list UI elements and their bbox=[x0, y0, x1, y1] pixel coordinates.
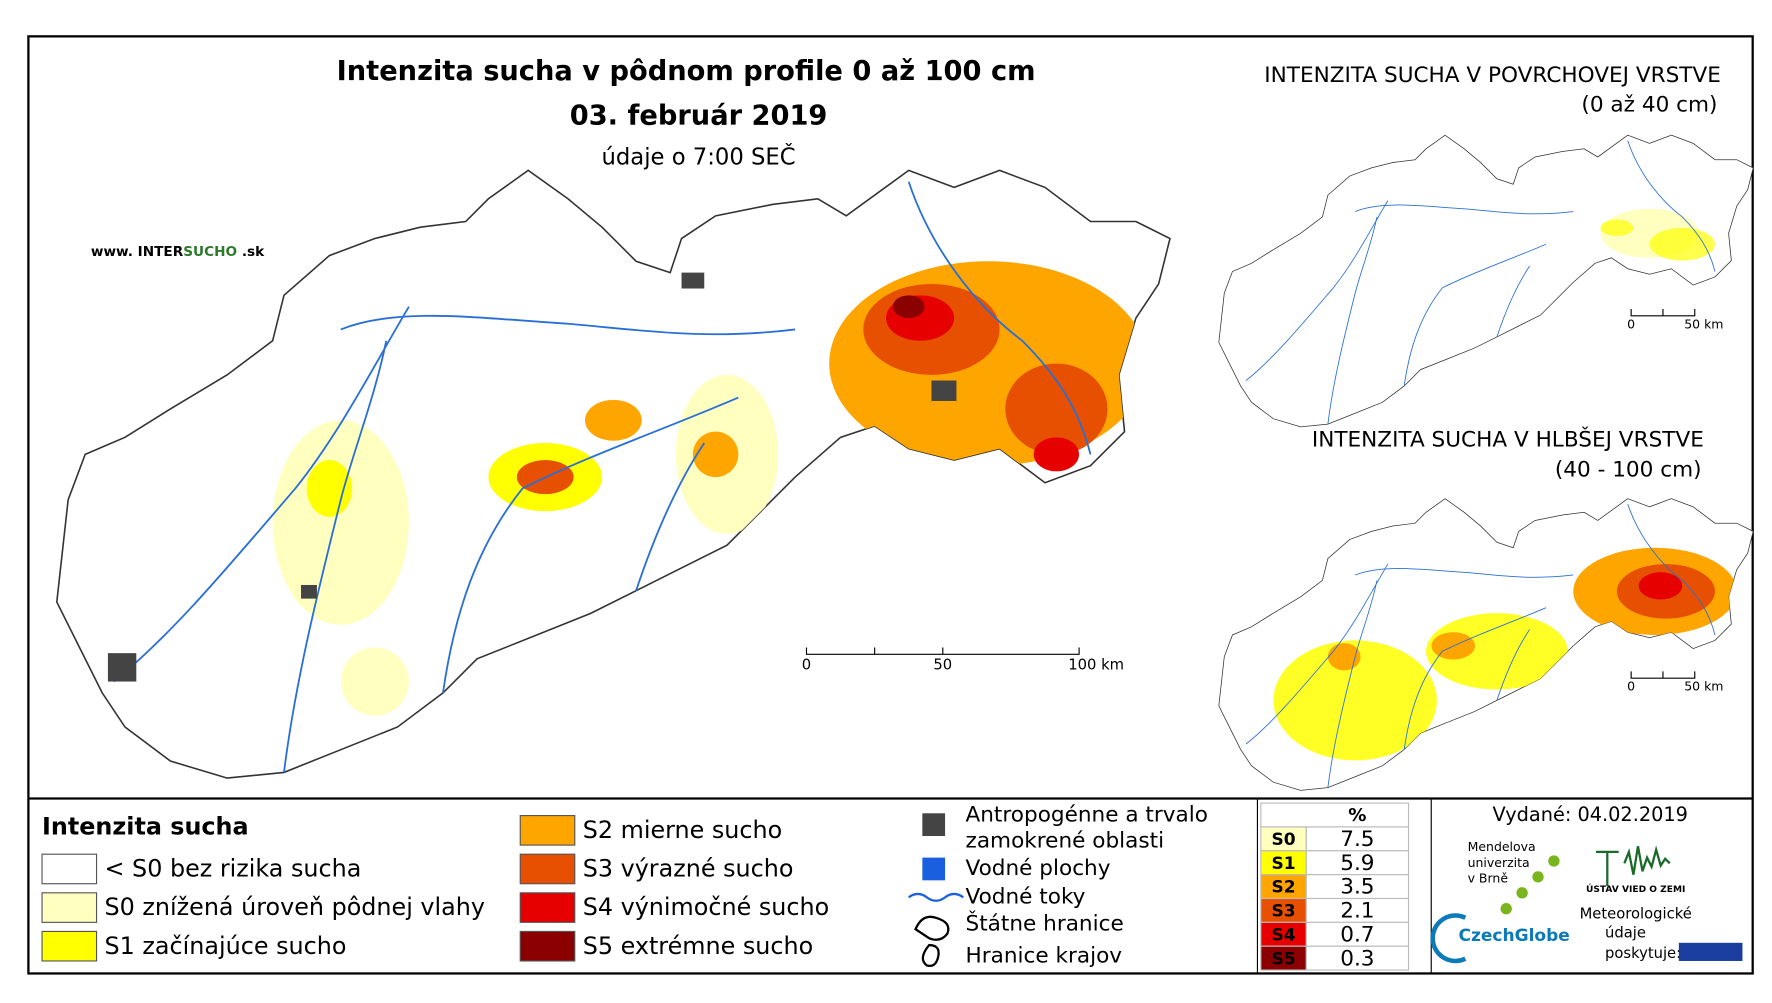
legend-classes: < S0 bez rizika sucha S0 znížená úroveň p… bbox=[41, 815, 829, 962]
drought-area bbox=[1005, 363, 1108, 455]
map-title: Intenzita sucha v pôdnom profile 0 až 10… bbox=[337, 56, 1036, 87]
logo-text: Mendelova bbox=[1468, 839, 1536, 854]
map-date: 03. február 2019 bbox=[570, 100, 828, 131]
drought-area bbox=[892, 295, 925, 319]
legend-label: zamokrené oblasti bbox=[966, 829, 1165, 854]
scale-label: 50 km bbox=[1684, 316, 1723, 331]
legend-swatch bbox=[41, 930, 98, 962]
legend-label: S0 znížená úroveň pôdnej vlahy bbox=[105, 893, 486, 921]
scale-bar bbox=[1630, 308, 1696, 317]
logo-text: CzechGlobe bbox=[1458, 926, 1569, 946]
legend-label: S1 začínajúce sucho bbox=[105, 932, 347, 960]
logo-text: ÚSTAV VIED O ZEMI bbox=[1586, 883, 1685, 895]
website: www. INTERSUCHO .sk bbox=[91, 244, 265, 260]
legend-swatch bbox=[519, 892, 576, 923]
table-percent: 5.9 bbox=[1340, 851, 1374, 876]
issued-date: Vydané: 04.02.2019 bbox=[1493, 803, 1688, 826]
inset-title: INTENZITA SUCHA V HLBŠEJ VRSTVE bbox=[1312, 427, 1704, 453]
legend-swatch bbox=[519, 930, 576, 962]
legend-label: < S0 bez rizika sucha bbox=[105, 855, 362, 883]
legend-swatch bbox=[41, 853, 98, 885]
drought-area bbox=[584, 399, 642, 441]
drought-area bbox=[1033, 437, 1080, 472]
legend-label: S5 extrémne sucho bbox=[583, 932, 813, 960]
scale-bar bbox=[805, 647, 1080, 655]
table-percent: 2.1 bbox=[1340, 899, 1374, 924]
legend-swatch bbox=[519, 815, 576, 846]
logo-text: univerzita bbox=[1468, 855, 1530, 870]
legend-label: S2 mierne sucho bbox=[583, 816, 783, 844]
inset-subtitle: (40 - 100 cm) bbox=[1555, 457, 1702, 482]
legend-label: S3 výrazné sucho bbox=[583, 855, 794, 883]
legend-swatch bbox=[41, 892, 98, 923]
website-part: SUCHO bbox=[183, 244, 237, 260]
inset-subtitle: (0 až 40 cm) bbox=[1581, 93, 1717, 118]
legend-label: Štátne hranice bbox=[966, 911, 1124, 937]
legend-title: Intenzita sucha bbox=[42, 813, 249, 841]
legend-label: Hranice krajov bbox=[966, 943, 1123, 968]
logo-text: údaje bbox=[1605, 925, 1646, 942]
scale-label: 100 km bbox=[1068, 657, 1124, 674]
table-code: S3 bbox=[1272, 902, 1296, 922]
table-code: S1 bbox=[1272, 854, 1296, 874]
urban-area bbox=[301, 584, 317, 599]
logo-text: v Brně bbox=[1468, 871, 1509, 886]
table-cell bbox=[1260, 802, 1410, 828]
legend-icon bbox=[921, 943, 940, 968]
table-code: S0 bbox=[1272, 830, 1296, 850]
scale-label: 50 km bbox=[1684, 679, 1723, 694]
drought-area bbox=[340, 647, 409, 716]
scale-label: 50 bbox=[933, 657, 952, 674]
table-percent: 0.7 bbox=[1340, 922, 1374, 947]
main-map bbox=[55, 169, 1171, 779]
legend-label: S4 výnimočné sucho bbox=[583, 893, 829, 921]
drought-area bbox=[306, 460, 353, 517]
table-code: S2 bbox=[1272, 878, 1296, 898]
scale-label: 0 bbox=[1627, 316, 1635, 331]
legend-icon bbox=[914, 915, 950, 941]
logo-text: Meteorologické bbox=[1580, 905, 1692, 922]
legend-icon bbox=[922, 813, 946, 837]
legend-swatch bbox=[519, 853, 576, 885]
website-part: www. INTER bbox=[91, 244, 184, 260]
legend-label: Antropogénne a trvalo bbox=[966, 803, 1208, 828]
website-part: .sk bbox=[237, 244, 265, 260]
urban-area bbox=[107, 653, 137, 682]
table-cell bbox=[1305, 945, 1410, 971]
legend-icon bbox=[908, 892, 964, 902]
map-note: údaje o 7:00 SEČ bbox=[602, 142, 796, 170]
table-code: S5 bbox=[1272, 949, 1296, 969]
table-percent: 0.3 bbox=[1340, 946, 1374, 971]
legend-icon bbox=[922, 857, 946, 881]
legend-label: Vodné toky bbox=[966, 884, 1086, 909]
inset-title: INTENZITA SUCHA V POVRCHOVEJ VRSTVE bbox=[1264, 63, 1721, 88]
table-code: S4 bbox=[1272, 925, 1296, 945]
drought-area bbox=[272, 420, 409, 625]
stats-table: % S0 7.5 S1 5.9 S2 3.5 S3 2.1 S4 0.7 S5 0.3 bbox=[1260, 802, 1410, 971]
table-header: % bbox=[1348, 805, 1366, 826]
logo-text: poskytuje: bbox=[1605, 945, 1681, 962]
urban-area bbox=[931, 380, 957, 401]
logos: Mendelova univerzita v Brně CzechGlobe Ú… bbox=[1430, 839, 1743, 964]
table-percent: 3.5 bbox=[1340, 875, 1374, 900]
scale-bar bbox=[1630, 671, 1696, 679]
table-percent: 7.5 bbox=[1340, 827, 1374, 852]
drought-area bbox=[692, 431, 739, 478]
scale-label: 0 bbox=[802, 657, 811, 674]
legend-label: Vodné plochy bbox=[966, 856, 1111, 881]
scale-label: 0 bbox=[1627, 679, 1635, 694]
urban-area bbox=[681, 272, 705, 289]
